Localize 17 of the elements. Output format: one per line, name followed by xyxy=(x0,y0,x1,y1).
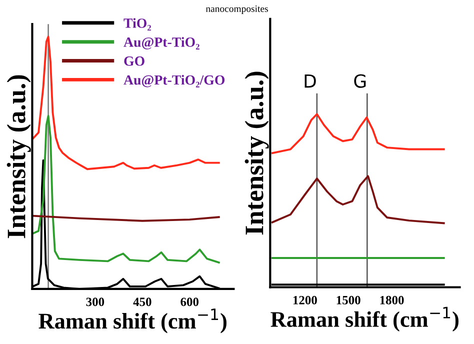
x-axis-title: Raman shift (cm$^{−1}$) xyxy=(38,308,226,334)
legend-label: Au@Pt-TiO₂/GO xyxy=(124,74,225,88)
legend-label: GO xyxy=(124,56,144,66)
ref-line-label: G xyxy=(354,74,366,88)
legend-label: Au@Pt-TiO₂ xyxy=(124,37,200,50)
y-axis-title: Intensity (a.u.) xyxy=(244,72,269,235)
x-axis-title: Raman shift (cm$^{−1}$) xyxy=(270,306,458,332)
x-tick-label: 600 xyxy=(180,298,199,306)
x-tick-label: 450 xyxy=(133,298,152,306)
y-axis-title: Intensity (a.u.) xyxy=(6,75,31,238)
ref-line-label: D xyxy=(304,74,316,88)
x-tick-label: 1200 xyxy=(293,296,317,304)
x-tick-label: 1800 xyxy=(380,296,404,304)
legend-label: TiO₂ xyxy=(124,18,151,31)
x-tick-label: 1500 xyxy=(336,296,360,304)
text: nanocomposites xyxy=(206,5,268,14)
x-tick-label: 300 xyxy=(86,298,104,306)
